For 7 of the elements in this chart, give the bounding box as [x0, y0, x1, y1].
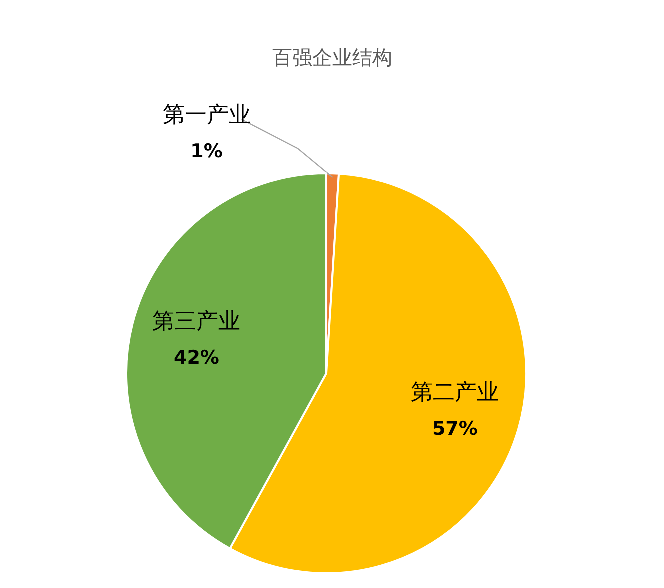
- data-label: 1%: [190, 140, 223, 163]
- slice-label: 第三产业: [152, 310, 241, 335]
- data-label: 42%: [174, 347, 220, 370]
- data-label: 57%: [432, 418, 478, 440]
- chart-title: 百强企业结构: [272, 46, 392, 70]
- slice-label: 第一产业: [162, 103, 251, 128]
- slice-label: 第二产业: [411, 380, 500, 406]
